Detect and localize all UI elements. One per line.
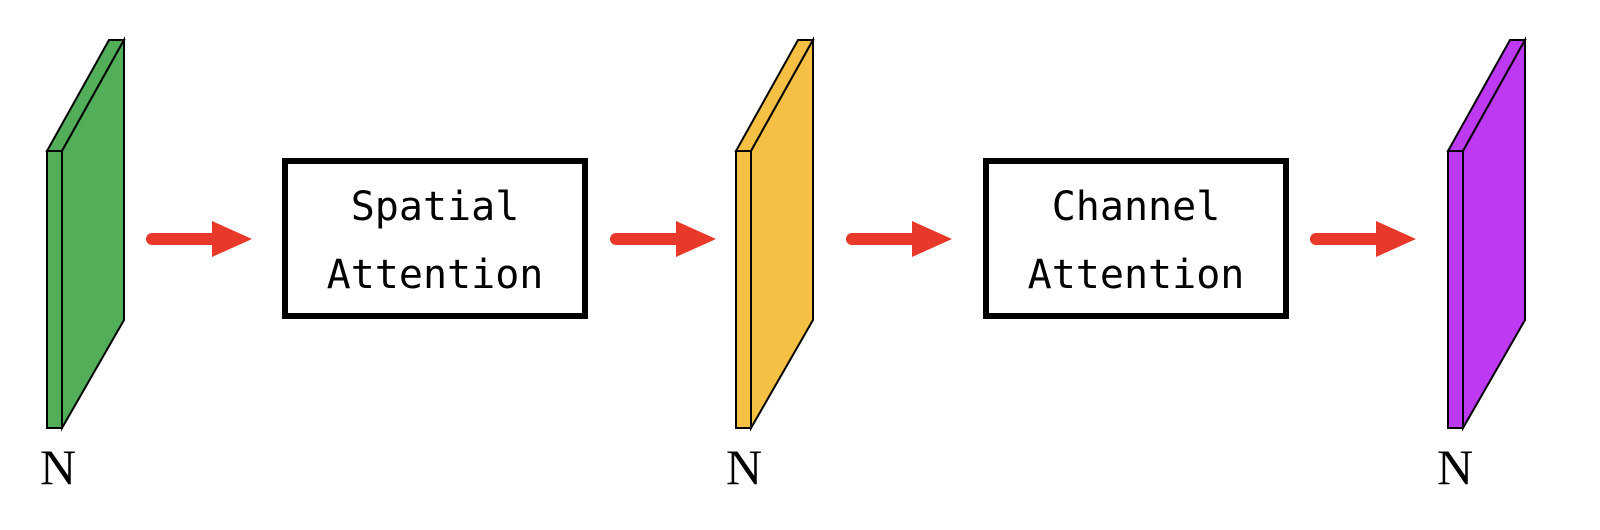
arrow-2 xyxy=(610,221,716,257)
channel-attention-module: Channel Attention xyxy=(983,158,1289,319)
feature-map-spatial: N xyxy=(726,36,815,495)
spatial-attention-line2: Attention xyxy=(327,252,544,298)
feature-map-input: N xyxy=(40,36,126,495)
arrow-4 xyxy=(1310,221,1416,257)
feature-map-spatial-face xyxy=(750,36,814,432)
channel-attention-line1: Channel xyxy=(1052,184,1221,230)
spatial-attention-line1: Spatial xyxy=(351,184,520,230)
feature-map-spatial-front xyxy=(735,150,752,429)
spatial-attention-module: Spatial Attention xyxy=(282,158,588,319)
feature-map-spatial-label: N xyxy=(726,439,762,495)
arrow-3 xyxy=(846,221,952,257)
channel-attention-line2: Attention xyxy=(1028,252,1245,298)
feature-map-output-face xyxy=(1462,36,1526,432)
feature-map-output: N xyxy=(1437,36,1527,495)
feature-map-input-front xyxy=(46,150,63,429)
feature-map-input-label: N xyxy=(40,439,76,495)
feature-map-output-label: N xyxy=(1437,439,1473,495)
feature-map-input-face xyxy=(61,36,125,432)
arrow-1 xyxy=(146,221,252,257)
feature-map-output-front xyxy=(1447,150,1464,429)
